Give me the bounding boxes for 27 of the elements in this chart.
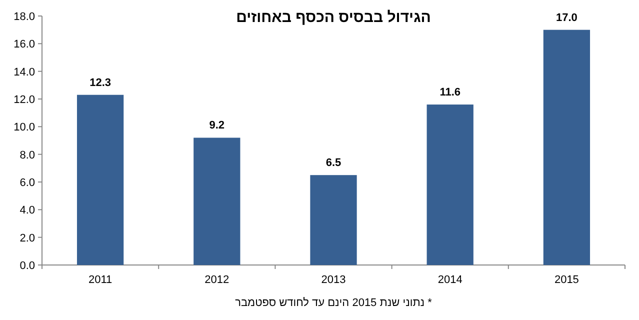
chart-title: הגידול בבסיס הכסף באחוזים: [236, 9, 431, 26]
y-tick-label: 4.0: [20, 204, 35, 217]
text: * נתוני שנת 2015 הינם עד לחודש ספטמבר: [235, 297, 433, 309]
x-tick-label: 2015: [554, 274, 579, 286]
y-tick-label: 6.0: [20, 177, 35, 189]
bar: [76, 94, 124, 265]
y-tick-label: 0.0: [20, 260, 35, 272]
y-tick-label: 14.0: [14, 66, 35, 78]
x-tick-label: 2014: [438, 274, 462, 286]
y-tick-label: 10.0: [14, 122, 35, 134]
x-tick-label: 2012: [204, 274, 230, 286]
x-tick-label: 2011: [88, 274, 112, 286]
y-tick-label: 12.0: [14, 94, 35, 106]
data-label: 11.6: [440, 86, 461, 99]
bar: [426, 104, 474, 265]
data-label: 12.3: [90, 76, 112, 89]
bar: [543, 30, 590, 265]
x-tick-label: 2013: [321, 274, 346, 286]
data-label: 9.2: [209, 120, 225, 132]
data-label: 6.5: [326, 157, 342, 170]
y-tick-label: 16.0: [14, 38, 35, 51]
y-tick-label: 8.0: [20, 149, 35, 162]
data-label: 17.0: [556, 12, 578, 24]
bar: [194, 138, 240, 265]
y-tick-label: 2.0: [20, 232, 35, 244]
y-tick-label: 18.0: [14, 11, 35, 23]
bar: [310, 175, 357, 265]
